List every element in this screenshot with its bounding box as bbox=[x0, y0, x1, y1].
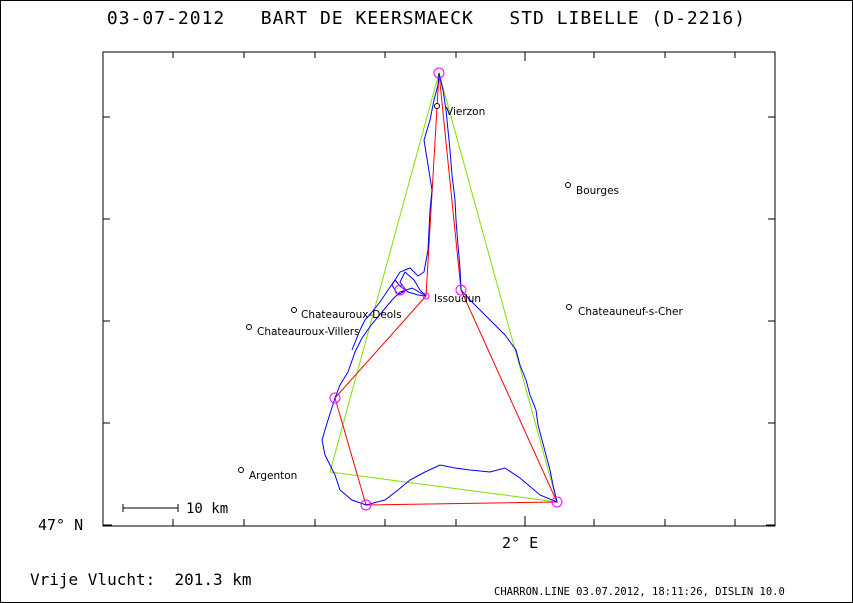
place-marker bbox=[238, 467, 244, 473]
place-marker bbox=[434, 103, 440, 109]
pilot-name: BART DE KEERSMAECK bbox=[260, 8, 474, 29]
gps-track bbox=[321, 72, 558, 506]
free-flight-summary: Vrije Vlucht: 201.3 km bbox=[30, 570, 252, 589]
turnpoint-marker bbox=[329, 392, 341, 404]
place-label: Bourges bbox=[576, 185, 619, 197]
longitude-label: 2° E bbox=[502, 534, 538, 552]
start-marker bbox=[422, 292, 430, 300]
place-marker bbox=[291, 307, 297, 313]
axis-ticks bbox=[103, 52, 775, 526]
place-label: Vierzon bbox=[446, 106, 485, 118]
turnpoint-marker bbox=[394, 284, 406, 296]
fai-triangle-line bbox=[329, 71, 558, 503]
gps-track-climb bbox=[351, 279, 427, 351]
place-label: Chateauroux-Villers bbox=[257, 326, 360, 338]
turnpoint-marker bbox=[433, 67, 445, 79]
map-border bbox=[102, 51, 776, 527]
turnpoint-marker bbox=[360, 499, 372, 511]
scale-bar: 10 km bbox=[122, 501, 228, 517]
flight-title: 03-07-2012 BART DE KEERSMAECK STD LIBELL… bbox=[0, 8, 853, 29]
place-label: Argenton bbox=[249, 470, 297, 482]
scale-bar-label: 10 km bbox=[186, 501, 228, 517]
place-label: Chateauroux-Deols bbox=[301, 309, 402, 321]
place-marker bbox=[246, 324, 252, 330]
glider-name: STD LIBELLE (D-2216) bbox=[509, 8, 747, 29]
place-label: Issoudun bbox=[434, 293, 481, 305]
place-marker bbox=[565, 182, 571, 188]
turnpoint-marker bbox=[455, 284, 467, 296]
latitude-label: 47° N bbox=[38, 516, 83, 534]
place-marker bbox=[566, 304, 572, 310]
footer-info: CHARRON.LINE 03.07.2012, 18:11:26, DISLI… bbox=[494, 586, 785, 598]
turnpoint-marker bbox=[551, 496, 563, 508]
free-flight-label: Vrije Vlucht: bbox=[30, 570, 156, 589]
flight-date: 03-07-2012 bbox=[106, 8, 226, 29]
free-flight-distance: 201.3 km bbox=[174, 570, 252, 589]
task-route-line bbox=[334, 72, 558, 506]
places-layer: Vierzon Bourges Issoudun Chateauroux-Deo… bbox=[238, 103, 683, 482]
place-label: Chateauneuf-s-Cher bbox=[578, 306, 683, 318]
